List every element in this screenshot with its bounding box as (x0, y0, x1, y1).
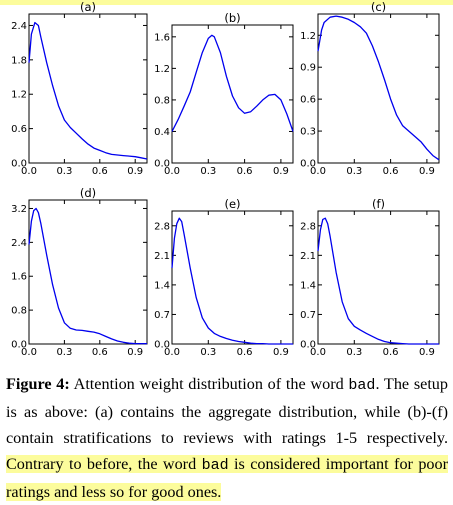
y-tick-label: 0.0 (300, 159, 316, 170)
x-tick-label: 0.6 (383, 347, 399, 358)
x-tick-label: 0.9 (273, 166, 289, 177)
y-tick-label: 1.4 (154, 280, 170, 291)
x-tick-label: 0.0 (310, 347, 326, 358)
y-tick-label: 1.4 (300, 280, 316, 291)
series-line (317, 217, 439, 345)
y-tick-label: 0.9 (300, 63, 316, 74)
x-tick-label: 0.0 (164, 347, 180, 358)
x-tick-label: 0.6 (92, 166, 108, 177)
y-tick-label: 0.0 (11, 340, 27, 351)
caption-word-1: bad (348, 377, 376, 394)
panel-frame (28, 13, 148, 164)
figure-caption: Figure 4: Attention weight distribution … (6, 371, 449, 505)
y-tick-label: 0.6 (11, 124, 27, 135)
panel-title: (c) (371, 0, 386, 14)
panel-frame (171, 210, 294, 345)
x-tick-label: 0.3 (200, 166, 216, 177)
x-tick-label: 0.9 (419, 347, 435, 358)
y-tick-label: 2.1 (154, 251, 170, 262)
x-tick-label: 0.9 (127, 166, 143, 177)
y-tick-label: 0.3 (300, 127, 316, 138)
x-tick-label: 0.3 (346, 166, 362, 177)
y-tick-label: 2.4 (11, 21, 27, 32)
series-line (317, 15, 440, 161)
x-tick-label: 0.3 (56, 166, 72, 177)
series-line (171, 34, 294, 132)
x-tick-label: 0.3 (56, 347, 72, 358)
y-tick-label: 0.7 (154, 310, 170, 321)
y-tick-label: 0.0 (11, 159, 27, 170)
y-tick-label: 0.0 (154, 340, 170, 351)
x-tick-label: 0.6 (383, 166, 399, 177)
y-tick-label: 3.2 (11, 204, 27, 215)
x-tick-label: 0.6 (237, 166, 253, 177)
y-tick-label: 0.6 (300, 95, 316, 106)
series-line (28, 207, 147, 345)
y-tick-label: 0.0 (300, 340, 316, 351)
panel-title: (b) (224, 11, 240, 25)
figure-grid: (a) 0.0 0.3 0.6 0.9 0.0 0.6 1.2 1.8 2.4 (b) 0.0 0.3 0… (11, 0, 440, 358)
panel-title: (e) (224, 197, 240, 211)
y-tick-label: 1.8 (11, 55, 27, 66)
x-tick-label: 0.0 (21, 166, 37, 177)
panel-frame (317, 210, 440, 345)
x-tick-label: 0.0 (310, 166, 326, 177)
panel-frame (28, 199, 148, 345)
caption-text-1: Attention weight distribution of the wor… (69, 375, 349, 393)
series-line (171, 217, 293, 345)
x-tick-label: 0.9 (273, 347, 289, 358)
panel-frame (171, 24, 294, 164)
caption-highlight-text-1: Contrary to before, the word (6, 455, 202, 473)
panel-title: (a) (80, 0, 96, 14)
panel-title: (d) (80, 186, 96, 200)
caption-word-2: bad (201, 457, 229, 474)
x-tick-label: 0.0 (164, 166, 180, 177)
x-tick-label: 0.3 (346, 347, 362, 358)
x-tick-label: 0.9 (419, 166, 435, 177)
y-tick-label: 2.8 (300, 221, 316, 232)
y-tick-label: 1.2 (300, 31, 316, 42)
series-line (28, 21, 148, 160)
y-tick-label: 2.1 (300, 251, 316, 262)
y-tick-label: 0.8 (154, 95, 170, 106)
y-tick-label: 0.4 (154, 127, 170, 138)
highlight-top (0, 0, 453, 5)
x-tick-label: 0.9 (127, 347, 143, 358)
y-tick-label: 2.4 (11, 238, 27, 249)
x-tick-label: 0.6 (237, 347, 253, 358)
y-tick-label: 0.8 (11, 306, 27, 317)
x-tick-label: 0.0 (21, 347, 37, 358)
y-tick-label: 1.2 (154, 64, 170, 75)
y-tick-label: 0.7 (300, 310, 316, 321)
x-tick-label: 0.6 (92, 347, 108, 358)
y-tick-label: 2.8 (154, 221, 170, 232)
x-tick-label: 0.3 (200, 347, 216, 358)
y-tick-label: 1.6 (154, 32, 170, 43)
panel-title: (f) (372, 197, 385, 211)
y-tick-label: 1.6 (11, 272, 27, 283)
caption-highlight: Contrary to before, the word bad is cons… (6, 455, 449, 501)
panel-frame (317, 13, 440, 164)
caption-text-2: . The setup is as above: (a) contains th… (6, 375, 448, 447)
caption-label: Figure 4: (6, 375, 70, 393)
y-tick-label: 1.2 (11, 90, 27, 101)
y-tick-label: 0.0 (154, 159, 170, 170)
caption-highlight-text-2: is considered important for poor ratings… (6, 455, 449, 501)
